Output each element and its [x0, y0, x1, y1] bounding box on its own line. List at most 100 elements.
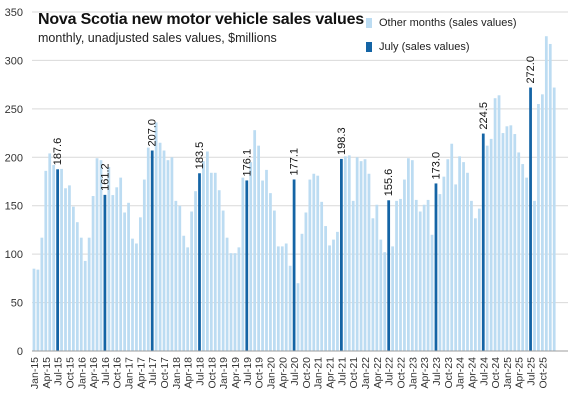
bar-other — [68, 185, 71, 351]
bar-july — [481, 133, 485, 351]
y-tick-label: 300 — [5, 55, 23, 67]
bar-other — [304, 212, 308, 351]
x-tick-label: Jan-25 — [502, 357, 514, 389]
bar-other — [83, 260, 87, 351]
bar-other — [320, 201, 324, 351]
bar-other — [170, 157, 174, 351]
bar-july — [529, 87, 532, 351]
bar-other — [190, 211, 193, 351]
bar-july — [245, 180, 249, 351]
bar-other — [379, 239, 383, 351]
y-tick-label: 100 — [5, 249, 23, 261]
bar-other — [269, 193, 272, 351]
x-tick-label: Jan-21 — [313, 357, 325, 389]
bar-other — [470, 200, 473, 351]
x-tick-label: Jul-16 — [100, 357, 112, 386]
bar-other — [513, 134, 517, 351]
bar-other — [395, 200, 398, 351]
bar-other — [343, 156, 347, 351]
x-tick-label: Apr-24 — [466, 357, 478, 389]
bar-other — [209, 172, 213, 351]
bar-other — [75, 222, 79, 351]
bar-other — [438, 194, 442, 351]
bar-other — [403, 179, 406, 351]
x-tick-label: Apr-18 — [183, 357, 195, 389]
bar-other — [458, 156, 461, 351]
bar-other — [363, 159, 367, 351]
bar-other — [52, 165, 56, 351]
x-tick-label: Oct-23 — [443, 357, 455, 389]
bar-july — [150, 150, 154, 351]
bar-other — [99, 160, 103, 351]
x-tick-label: Oct-15 — [64, 357, 76, 389]
legend-item-other: Other months (sales values) — [366, 13, 517, 33]
bar-other — [525, 177, 528, 351]
x-tick-label: Oct-17 — [159, 357, 171, 389]
bar-other — [135, 243, 138, 351]
bar-other — [485, 145, 489, 351]
bar-other — [123, 212, 126, 351]
data-labels: 187.6 161.2 207.0 183.5 176.1 177.1 198.3 155.6… — [52, 56, 537, 196]
legend-item-july: July (sales values) — [366, 37, 517, 57]
bar-other — [87, 237, 91, 351]
x-tick-label: Jul-19 — [242, 357, 254, 386]
bar-other — [146, 147, 150, 351]
bar-other — [241, 177, 245, 351]
bar-other — [422, 204, 426, 351]
legend-swatch-other — [366, 18, 372, 28]
bar-other — [517, 152, 521, 351]
x-tick-label: Jan-15 — [29, 357, 41, 389]
bar-other — [221, 210, 225, 351]
data-label: 177.1 — [289, 148, 301, 176]
data-label: 187.6 — [52, 138, 64, 166]
x-tick-label: Jan-16 — [76, 357, 88, 389]
x-tick-label: Apr-15 — [41, 357, 53, 389]
x-tick-label: Jul-17 — [147, 357, 159, 386]
x-tick-label: Oct-16 — [112, 357, 124, 389]
bar-other — [257, 145, 260, 351]
bar-other — [418, 211, 422, 351]
y-tick-label: 50 — [11, 298, 23, 310]
bar-other — [332, 239, 335, 351]
bar-other — [107, 166, 111, 351]
bar-other — [233, 253, 237, 351]
bar-other — [91, 196, 95, 351]
bar-other — [111, 195, 115, 351]
bar-other — [72, 206, 75, 351]
bar-other — [312, 173, 316, 351]
x-tick-label: Jan-22 — [360, 357, 372, 389]
x-tick-label: Jul-23 — [431, 357, 443, 386]
x-tick-label: Oct-20 — [301, 357, 313, 389]
bar-other — [308, 179, 312, 351]
bar-other — [351, 200, 355, 351]
bar-other — [154, 122, 158, 351]
bar-other — [355, 157, 359, 351]
data-label: 224.5 — [478, 102, 490, 130]
bar-other — [336, 231, 339, 351]
legend-label-other: Other months (sales values) — [379, 17, 517, 29]
legend-swatch-july — [366, 42, 372, 52]
bar-other — [131, 238, 134, 351]
bar-other — [300, 233, 304, 351]
x-tick-label: Oct-24 — [490, 357, 502, 389]
bar-july — [198, 173, 201, 351]
bar-other — [182, 235, 186, 351]
x-tick-label: Oct-21 — [348, 357, 360, 389]
bar-other — [383, 252, 387, 351]
y-tick-label: 0 — [17, 346, 23, 358]
bar-other — [288, 265, 292, 351]
bar-other — [391, 246, 394, 351]
bars — [32, 36, 556, 352]
bar-other — [509, 125, 513, 351]
bar-other — [225, 237, 229, 351]
bar-other — [454, 184, 458, 351]
bar-other — [489, 138, 493, 351]
bar-other — [552, 87, 556, 351]
x-tick-label: Jul-20 — [289, 357, 301, 386]
y-tick-label: 250 — [5, 104, 23, 116]
x-tick-label: Jul-24 — [478, 357, 490, 386]
bar-other — [399, 198, 402, 351]
x-tick-label: Oct-22 — [396, 357, 408, 389]
bar-july — [340, 158, 343, 351]
